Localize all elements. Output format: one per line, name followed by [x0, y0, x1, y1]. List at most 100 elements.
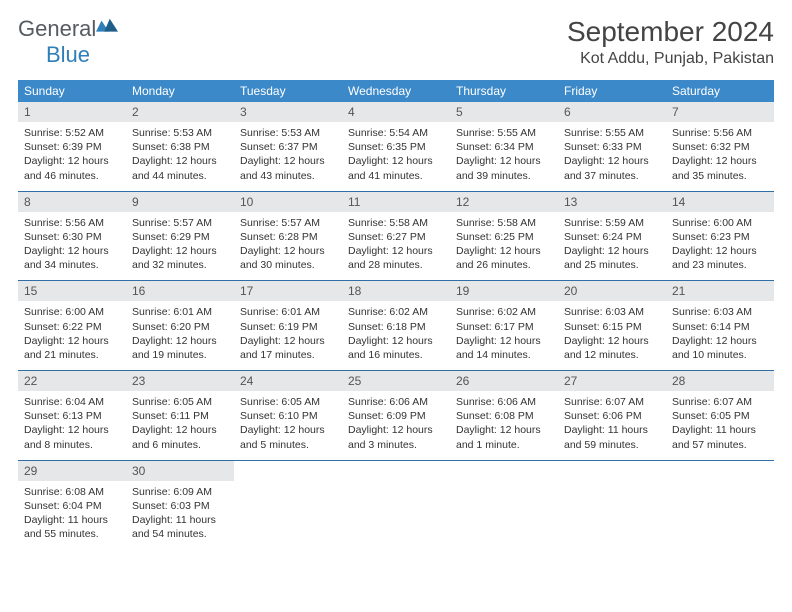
- day-number: 30: [126, 461, 234, 481]
- day-number: 9: [126, 192, 234, 212]
- calendar-cell: .: [234, 460, 342, 549]
- sunset-text: Sunset: 6:04 PM: [24, 499, 120, 513]
- calendar-cell: 17Sunrise: 6:01 AMSunset: 6:19 PMDayligh…: [234, 281, 342, 371]
- day-number: 23: [126, 371, 234, 391]
- daylight-text: Daylight: 12 hours and 16 minutes.: [348, 334, 444, 362]
- daylight-text: Daylight: 12 hours and 21 minutes.: [24, 334, 120, 362]
- calendar-cell: 18Sunrise: 6:02 AMSunset: 6:18 PMDayligh…: [342, 281, 450, 371]
- daylight-text: Daylight: 11 hours and 59 minutes.: [564, 423, 660, 451]
- calendar-cell: 30Sunrise: 6:09 AMSunset: 6:03 PMDayligh…: [126, 460, 234, 549]
- calendar-cell: 20Sunrise: 6:03 AMSunset: 6:15 PMDayligh…: [558, 281, 666, 371]
- calendar-cell: .: [450, 460, 558, 549]
- sunset-text: Sunset: 6:23 PM: [672, 230, 768, 244]
- day-number: 10: [234, 192, 342, 212]
- calendar-cell: .: [342, 460, 450, 549]
- sunrise-text: Sunrise: 5:53 AM: [240, 126, 336, 140]
- daylight-text: Daylight: 12 hours and 41 minutes.: [348, 154, 444, 182]
- calendar-table: SundayMondayTuesdayWednesdayThursdayFrid…: [18, 80, 774, 549]
- calendar-cell: 24Sunrise: 6:05 AMSunset: 6:10 PMDayligh…: [234, 371, 342, 461]
- sunrise-text: Sunrise: 6:07 AM: [564, 395, 660, 409]
- sunset-text: Sunset: 6:24 PM: [564, 230, 660, 244]
- daylight-text: Daylight: 12 hours and 26 minutes.: [456, 244, 552, 272]
- day-number: 11: [342, 192, 450, 212]
- sunrise-text: Sunrise: 6:00 AM: [24, 305, 120, 319]
- day-details: Sunrise: 6:00 AMSunset: 6:22 PMDaylight:…: [18, 301, 126, 370]
- title-block: September 2024 Kot Addu, Punjab, Pakista…: [567, 16, 774, 68]
- day-number: 29: [18, 461, 126, 481]
- weekday-header: Friday: [558, 80, 666, 102]
- day-number: 20: [558, 281, 666, 301]
- day-details: Sunrise: 6:05 AMSunset: 6:10 PMDaylight:…: [234, 391, 342, 460]
- day-details: Sunrise: 5:54 AMSunset: 6:35 PMDaylight:…: [342, 122, 450, 191]
- sunset-text: Sunset: 6:20 PM: [132, 320, 228, 334]
- daylight-text: Daylight: 12 hours and 14 minutes.: [456, 334, 552, 362]
- daylight-text: Daylight: 11 hours and 55 minutes.: [24, 513, 120, 541]
- calendar-cell: 7Sunrise: 5:56 AMSunset: 6:32 PMDaylight…: [666, 102, 774, 191]
- day-details: Sunrise: 6:07 AMSunset: 6:06 PMDaylight:…: [558, 391, 666, 460]
- calendar-cell: 5Sunrise: 5:55 AMSunset: 6:34 PMDaylight…: [450, 102, 558, 191]
- sunrise-text: Sunrise: 5:56 AM: [672, 126, 768, 140]
- day-details: Sunrise: 6:01 AMSunset: 6:19 PMDaylight:…: [234, 301, 342, 370]
- sunrise-text: Sunrise: 5:57 AM: [132, 216, 228, 230]
- sunrise-text: Sunrise: 6:06 AM: [456, 395, 552, 409]
- day-details: Sunrise: 6:03 AMSunset: 6:14 PMDaylight:…: [666, 301, 774, 370]
- day-details: Sunrise: 5:55 AMSunset: 6:33 PMDaylight:…: [558, 122, 666, 191]
- day-details: Sunrise: 6:03 AMSunset: 6:15 PMDaylight:…: [558, 301, 666, 370]
- sunrise-text: Sunrise: 5:55 AM: [564, 126, 660, 140]
- day-details: Sunrise: 6:02 AMSunset: 6:17 PMDaylight:…: [450, 301, 558, 370]
- sunset-text: Sunset: 6:08 PM: [456, 409, 552, 423]
- daylight-text: Daylight: 12 hours and 1 minute.: [456, 423, 552, 451]
- calendar-cell: 3Sunrise: 5:53 AMSunset: 6:37 PMDaylight…: [234, 102, 342, 191]
- day-number: 13: [558, 192, 666, 212]
- sunrise-text: Sunrise: 6:03 AM: [564, 305, 660, 319]
- sunset-text: Sunset: 6:14 PM: [672, 320, 768, 334]
- day-number: 6: [558, 102, 666, 122]
- calendar-cell: 12 Sunrise: 5:58 AMSunset: 6:25 PMDayligh…: [450, 191, 558, 281]
- day-details: Sunrise: 5:53 AMSunset: 6:37 PMDaylight:…: [234, 122, 342, 191]
- sunset-text: Sunset: 6:38 PM: [132, 140, 228, 154]
- day-number: 22: [18, 371, 126, 391]
- day-number: 28: [666, 371, 774, 391]
- day-details: Sunrise: 6:01 AMSunset: 6:20 PMDaylight:…: [126, 301, 234, 370]
- sunset-text: Sunset: 6:10 PM: [240, 409, 336, 423]
- sunset-text: Sunset: 6:39 PM: [24, 140, 120, 154]
- sunrise-text: Sunrise: 6:00 AM: [672, 216, 768, 230]
- day-number: 4: [342, 102, 450, 122]
- sunrise-text: Sunrise: 6:04 AM: [24, 395, 120, 409]
- sunset-text: Sunset: 6:29 PM: [132, 230, 228, 244]
- day-number: 8: [18, 192, 126, 212]
- day-number: 15: [18, 281, 126, 301]
- sunrise-text: Sunrise: 6:09 AM: [132, 485, 228, 499]
- sunset-text: Sunset: 6:03 PM: [132, 499, 228, 513]
- daylight-text: Daylight: 12 hours and 35 minutes.: [672, 154, 768, 182]
- day-number: 5: [450, 102, 558, 122]
- sunset-text: Sunset: 6:09 PM: [348, 409, 444, 423]
- weekday-header: Wednesday: [342, 80, 450, 102]
- sunset-text: Sunset: 6:27 PM: [348, 230, 444, 244]
- sunrise-text: Sunrise: 6:01 AM: [240, 305, 336, 319]
- day-details: Sunrise: 5:58 AMSunset: 6:27 PMDaylight:…: [342, 212, 450, 281]
- month-title: September 2024: [567, 16, 774, 48]
- weekday-header: Tuesday: [234, 80, 342, 102]
- day-details: Sunrise: 6:00 AMSunset: 6:23 PMDaylight:…: [666, 212, 774, 281]
- calendar-cell: 25Sunrise: 6:06 AMSunset: 6:09 PMDayligh…: [342, 371, 450, 461]
- day-details: Sunrise: 5:57 AMSunset: 6:28 PMDaylight:…: [234, 212, 342, 281]
- daylight-text: Daylight: 12 hours and 37 minutes.: [564, 154, 660, 182]
- sunset-text: Sunset: 6:25 PM: [456, 230, 552, 244]
- weekday-header: Monday: [126, 80, 234, 102]
- weekday-header: Thursday: [450, 80, 558, 102]
- logo: General Blue: [18, 16, 118, 68]
- sunrise-text: Sunrise: 5:53 AM: [132, 126, 228, 140]
- sunrise-text: Sunrise: 5:58 AM: [456, 216, 552, 230]
- day-details: Sunrise: 5:52 AMSunset: 6:39 PMDaylight:…: [18, 122, 126, 191]
- calendar-cell: 6Sunrise: 5:55 AMSunset: 6:33 PMDaylight…: [558, 102, 666, 191]
- day-number: 12: [450, 192, 558, 212]
- day-number: 27: [558, 371, 666, 391]
- sunset-text: Sunset: 6:17 PM: [456, 320, 552, 334]
- day-details: Sunrise: 5:56 AMSunset: 6:32 PMDaylight:…: [666, 122, 774, 191]
- sunset-text: Sunset: 6:22 PM: [24, 320, 120, 334]
- logo-text-general: General: [18, 16, 96, 41]
- calendar-cell: 28Sunrise: 6:07 AMSunset: 6:05 PMDayligh…: [666, 371, 774, 461]
- sunrise-text: Sunrise: 5:59 AM: [564, 216, 660, 230]
- sunset-text: Sunset: 6:35 PM: [348, 140, 444, 154]
